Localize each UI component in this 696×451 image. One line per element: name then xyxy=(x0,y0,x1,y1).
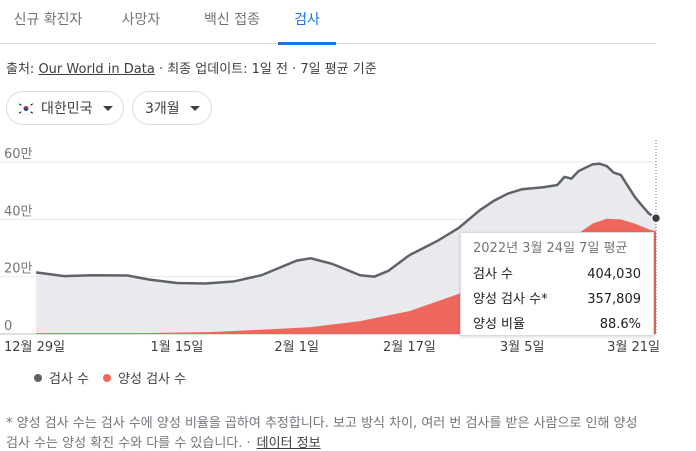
tooltip-value: 404,030 xyxy=(587,267,641,282)
chevron-down-icon xyxy=(102,105,113,111)
country-dropdown[interactable]: 대한민국 xyxy=(6,91,124,125)
y-tick-label: 20만 xyxy=(4,262,33,277)
tooltip-label: 양성 비율 xyxy=(473,317,525,332)
range-dropdown[interactable]: 3개월 xyxy=(132,91,212,125)
tooltip-row-positivity: 양성 비율 88.6% xyxy=(473,312,641,337)
tooltip-label: 양성 검사 수* xyxy=(473,292,548,307)
legend-label: 양성 검사 수 xyxy=(118,372,187,387)
tab-deaths[interactable]: 사망자 xyxy=(121,12,161,28)
x-tick-label: 1월 15일 xyxy=(150,340,203,355)
tooltip-label: 검사 수 xyxy=(473,267,514,282)
footnote: * 양성 검사 수는 검사 수에 양성 비율을 곱하여 추정합니다. 보고 방식… xyxy=(6,414,648,451)
data-info-link[interactable]: 데이터 정보 xyxy=(256,436,321,451)
tooltip-row-tests: 검사 수 404,030 xyxy=(473,262,641,287)
tests-line xyxy=(35,162,657,285)
y-tick-label: 40만 xyxy=(4,204,33,219)
tab-bar: 신규 확진자 사망자 백신 접종 검사 xyxy=(0,0,656,45)
legend-dot xyxy=(34,373,42,382)
range-label: 3개월 xyxy=(145,101,180,117)
korea-flag-icon xyxy=(17,101,35,115)
tooltip-value: 357,809 xyxy=(587,292,641,307)
legend-dot xyxy=(103,373,112,382)
source-link[interactable]: Our World in Data xyxy=(38,62,155,77)
source-prefix: 출처: xyxy=(6,62,35,77)
source-suffix: · 최종 업데이트: 1일 전 · 7일 평균 기준 xyxy=(158,62,377,77)
x-tick-label: 12월 29일 xyxy=(4,340,65,355)
country-label: 대한민국 xyxy=(41,101,93,117)
x-tick-label: 2월 1일 xyxy=(274,340,319,355)
legend-item-tests: 검사 수 xyxy=(34,368,89,387)
chevron-down-icon xyxy=(189,105,200,111)
tab-new-cases[interactable]: 신규 확진자 xyxy=(13,12,83,28)
y-tick-label: 0 xyxy=(4,319,12,334)
legend-item-positive: 양성 검사 수 xyxy=(103,368,186,387)
hover-point xyxy=(650,212,662,224)
chart-tooltip: 2022년 3월 24일 7일 평균 검사 수 404,030 양성 검사 수*… xyxy=(460,232,654,336)
tooltip-value: 88.6% xyxy=(599,317,641,332)
y-tick-label: 60만 xyxy=(4,147,33,162)
x-tick-label: 3월 21일 xyxy=(607,340,660,355)
tab-testing[interactable]: 검사 xyxy=(278,0,336,45)
x-tick-label: 3월 5일 xyxy=(500,340,545,355)
tab-vaccinations[interactable]: 백신 접종 xyxy=(204,12,260,28)
chart-legend: 검사 수 양성 검사 수 xyxy=(34,368,200,387)
footnote-text: * 양성 검사 수는 검사 수에 양성 비율을 곱하여 추정합니다. 보고 방식… xyxy=(6,416,638,451)
tooltip-row-positive: 양성 검사 수* 357,809 xyxy=(473,287,641,312)
source-line: 출처: Our World in Data · 최종 업데이트: 1일 전 · … xyxy=(6,58,377,77)
x-tick-label: 2월 17일 xyxy=(383,340,436,355)
tooltip-date: 2022년 3월 24일 7일 평균 xyxy=(473,241,628,256)
legend-label: 검사 수 xyxy=(49,372,90,387)
